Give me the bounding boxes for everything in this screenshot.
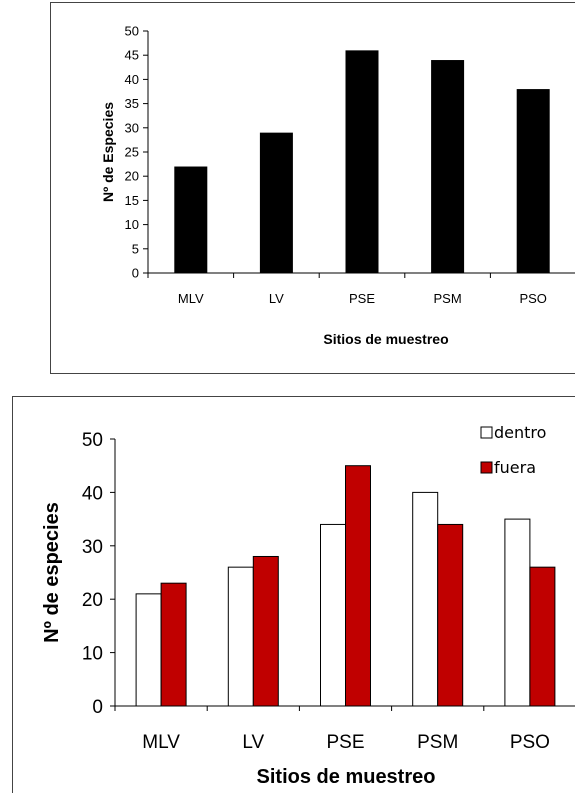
bar-dentro bbox=[135, 593, 162, 707]
legend-swatch-fuera bbox=[480, 461, 493, 474]
y-tick-label: 10 bbox=[125, 217, 139, 232]
bar-dentro bbox=[504, 518, 531, 707]
x-tick-label: LV bbox=[269, 291, 284, 306]
y-tick-label: 30 bbox=[82, 537, 103, 558]
y-tick-label: 50 bbox=[82, 430, 103, 451]
bar bbox=[345, 50, 379, 273]
y-tick-label: 15 bbox=[125, 193, 139, 208]
y-tick-label: 0 bbox=[92, 697, 103, 718]
x-axis-label: Sitios de muestreo bbox=[323, 331, 448, 347]
x-tick-label: MLV bbox=[142, 732, 180, 753]
x-tick-label: LV bbox=[242, 732, 264, 753]
x-tick-label: PSO bbox=[510, 732, 550, 753]
y-tick-label: 40 bbox=[82, 483, 103, 504]
chart-panel-top: 0 5 10 15 20 25 30 35 40 45 50 MLV LV PSE PSM PSO Nº d… bbox=[50, 2, 575, 374]
legend-label-fuera: fuera bbox=[494, 458, 536, 477]
bar-dentro bbox=[320, 523, 346, 707]
bar bbox=[174, 166, 208, 273]
y-tick-label: 10 bbox=[82, 644, 103, 665]
y-tick-label: 20 bbox=[82, 590, 103, 611]
x-tick-label: PSM bbox=[434, 291, 462, 306]
legend: dentro fuera bbox=[480, 423, 546, 477]
y-tick-label: 5 bbox=[132, 241, 139, 256]
y-tick-label: 20 bbox=[125, 169, 139, 184]
bar-fuera bbox=[252, 555, 279, 707]
bar-dentro bbox=[412, 491, 439, 707]
x-tick-label: PSE bbox=[349, 291, 375, 306]
bar bbox=[431, 60, 465, 273]
y-tick-label: 40 bbox=[125, 72, 139, 87]
y-tick-label: 25 bbox=[125, 145, 139, 160]
legend-label-dentro: dentro bbox=[494, 423, 546, 442]
legend-swatch-dentro bbox=[480, 426, 493, 439]
x-tick-label: PSM bbox=[417, 732, 458, 753]
bar-dentro bbox=[227, 566, 254, 707]
x-tick-label: PSE bbox=[326, 732, 364, 753]
y-axis-label: Nº de especies bbox=[41, 502, 63, 643]
bar-fuera bbox=[345, 465, 371, 707]
species-chart-top: 0 5 10 15 20 25 30 35 40 45 50 MLV LV PSE PSM PSO Nº d… bbox=[100, 24, 575, 347]
bar-fuera bbox=[529, 566, 556, 707]
y-tick-label: 50 bbox=[125, 24, 139, 39]
bar-fuera bbox=[437, 523, 464, 707]
y-tick-label: 45 bbox=[125, 48, 139, 63]
x-tick-label: MLV bbox=[178, 291, 204, 306]
bar-fuera bbox=[160, 582, 187, 707]
y-axis-label: Nº de Especies bbox=[100, 102, 116, 202]
bar bbox=[516, 89, 550, 273]
y-tick-label: 30 bbox=[125, 120, 139, 135]
chart-panel-bottom: 0 10 20 30 40 50 MLV LV PSE PSM PSO dentro fuera … bbox=[12, 396, 575, 793]
x-axis-label: Sitios de muestreo bbox=[257, 766, 436, 788]
bar bbox=[259, 132, 293, 273]
y-tick-label: 0 bbox=[132, 266, 139, 281]
y-tick-label: 35 bbox=[125, 96, 139, 111]
x-tick-label: PSO bbox=[519, 291, 546, 306]
